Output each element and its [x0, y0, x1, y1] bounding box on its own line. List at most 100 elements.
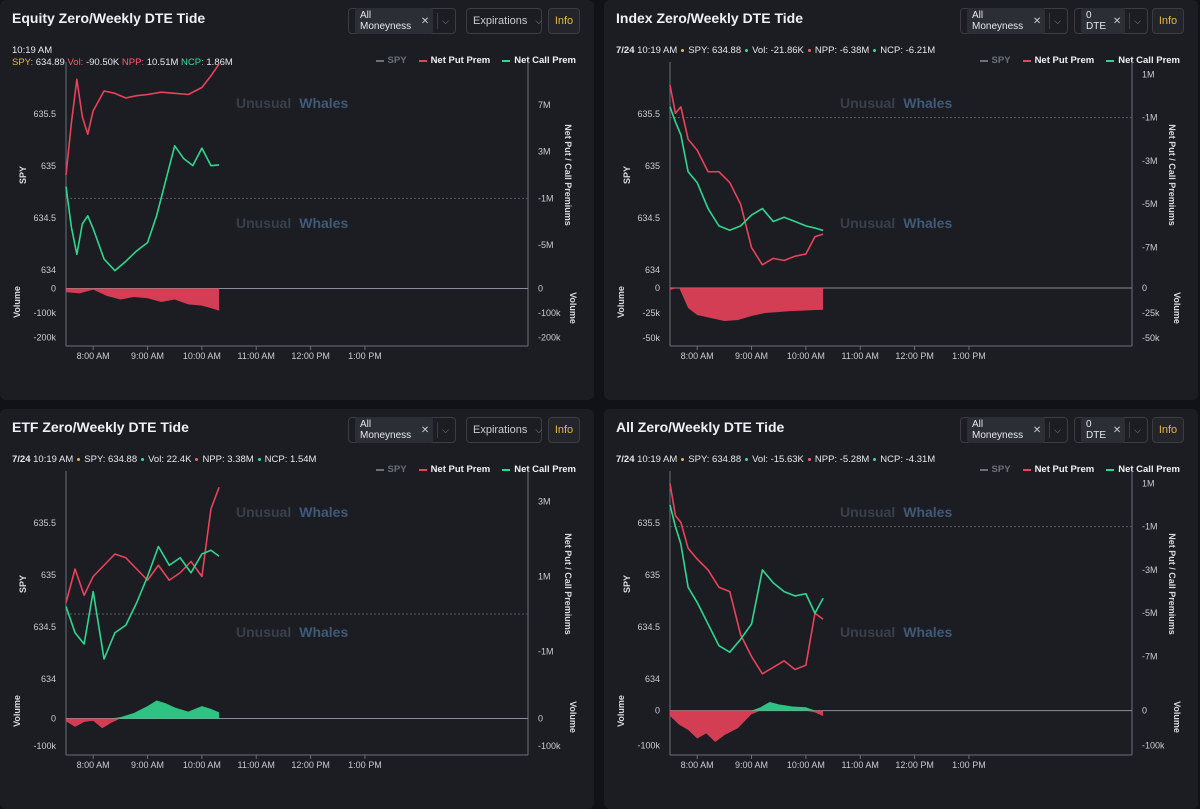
premium-tick-label: -7M: [1142, 652, 1158, 662]
select-divider: [1049, 13, 1051, 29]
legend-put[interactable]: Net Put Prem: [1022, 464, 1094, 475]
stats-time: 10:19 AM: [637, 45, 678, 56]
time-tick-label: 12:00 PM: [895, 760, 934, 770]
moneyness-chip[interactable]: All Moneyness ✕: [967, 8, 1046, 34]
dot-icon: [681, 457, 685, 461]
volume-tick-label: 0: [51, 283, 56, 293]
chevron-down-icon[interactable]: ⌵: [535, 424, 543, 435]
close-icon[interactable]: ✕: [1032, 15, 1042, 27]
chevron-down-icon[interactable]: ⌵: [442, 15, 449, 26]
expiration-select[interactable]: Expirations ⌵: [466, 417, 542, 443]
chevron-down-icon[interactable]: ⌵: [1134, 15, 1141, 26]
moneyness-chip[interactable]: All Moneyness ✕: [355, 8, 434, 34]
expiration-select[interactable]: Expirations ⌵: [466, 8, 542, 34]
expiry-chip[interactable]: 0 DTE ✕: [1081, 8, 1126, 34]
net-call-prem-line: [65, 145, 220, 272]
moneyness-select[interactable]: All Moneyness ✕ ⌵: [960, 417, 1068, 443]
time-tick-label: 9:00 AM: [131, 760, 164, 770]
info-button[interactable]: Info: [1152, 8, 1184, 34]
premium-tick-label: 7M: [538, 100, 551, 110]
legend-call[interactable]: Net Call Prem: [502, 464, 576, 475]
moneyness-chip[interactable]: All Moneyness ✕: [967, 417, 1046, 443]
legend-call[interactable]: Net Call Prem: [1106, 55, 1180, 66]
dot-icon: [873, 457, 877, 461]
legend-call[interactable]: Net Call Prem: [502, 55, 576, 66]
dot-icon: [745, 48, 749, 52]
volume-axis-label-right: Volume: [1172, 292, 1182, 324]
time-tick-label: 10:00 AM: [787, 351, 825, 361]
time-tick-label: 12:00 PM: [895, 351, 934, 361]
stats-time: 10:19 AM: [33, 454, 74, 465]
chart-legend: SPY Net Put Prem Net Call Prem: [375, 464, 576, 475]
legend-call-label: Net Call Prem: [514, 464, 576, 475]
stat-vol: -15.63K: [770, 454, 804, 465]
premium-tick-label: -1M: [1142, 113, 1158, 123]
legend-spy[interactable]: SPY: [979, 55, 1011, 66]
spy-tick-label: 634.5: [637, 213, 660, 223]
moneyness-select[interactable]: All Moneyness ✕ ⌵: [348, 8, 456, 34]
legend-put[interactable]: Net Put Prem: [1022, 55, 1095, 66]
chevron-down-icon[interactable]: ⌵: [1054, 424, 1061, 435]
volume-area-positive: [66, 700, 220, 719]
info-button[interactable]: Info: [1152, 417, 1184, 443]
volume-axis-label: Volume: [616, 695, 626, 727]
expiry-label: Expirations: [473, 15, 528, 27]
select-divider: [1049, 422, 1051, 438]
time-tick-label: 8:00 AM: [77, 760, 110, 770]
chevron-down-icon[interactable]: ⌵: [442, 424, 449, 435]
legend-put[interactable]: Net Put Prem: [418, 464, 490, 475]
volume-area-negative: [66, 718, 220, 729]
legend-spy[interactable]: SPY: [979, 464, 1011, 475]
stats-time: 10:19 AM: [12, 45, 53, 56]
select-divider: [437, 422, 439, 438]
stat-vol: -90.50K: [85, 57, 120, 68]
info-button[interactable]: Info: [548, 8, 580, 34]
spy-tick-label: 635: [645, 161, 660, 171]
panel-index-tide: Index Zero/Weekly DTE Tide All Moneyness…: [604, 0, 1198, 400]
dot-icon: [873, 48, 877, 52]
legend-put[interactable]: Net Put Prem: [418, 55, 490, 66]
info-button[interactable]: Info: [548, 417, 580, 443]
legend-call[interactable]: Net Call Prem: [1106, 464, 1180, 475]
spy-tick-label: 635: [41, 570, 56, 580]
legend-spy[interactable]: SPY: [375, 55, 407, 66]
premium-tick-label: -1M: [1142, 522, 1158, 532]
time-tick-label: 1:00 PM: [952, 351, 986, 361]
close-icon[interactable]: ✕: [1112, 15, 1122, 27]
close-icon[interactable]: ✕: [420, 424, 430, 436]
premium-tick-label: -5M: [1142, 199, 1158, 209]
watermark-right: Whales: [903, 95, 952, 111]
watermark-text: Unusual Whales: [236, 624, 348, 640]
premium-tick-label: 1M: [1142, 69, 1155, 79]
watermark-text: Unusual Whales: [236, 95, 348, 111]
moneyness-select[interactable]: All Moneyness ✕ ⌵: [348, 417, 456, 443]
time-tick-label: 1:00 PM: [348, 760, 382, 770]
net-call-prem-line: [669, 504, 824, 653]
close-icon[interactable]: ✕: [1032, 424, 1042, 436]
legend-spy-label: SPY: [991, 55, 1011, 66]
close-icon[interactable]: ✕: [1112, 424, 1122, 436]
expiry-label: 0 DTE: [1086, 10, 1106, 32]
watermark-left: Unusual: [840, 95, 895, 111]
stat-ncp: 1.86M: [206, 57, 233, 68]
expiration-select[interactable]: 0 DTE ✕ ⌵: [1074, 8, 1148, 34]
tide-chart: Unusual Whales Unusual Whales 635.5 635 634.5 6…: [12, 471, 578, 770]
expiry-chip[interactable]: 0 DTE ✕: [1081, 417, 1126, 443]
chevron-down-icon[interactable]: ⌵: [1134, 424, 1141, 435]
expiration-select[interactable]: 0 DTE ✕ ⌵: [1074, 417, 1148, 443]
volume-axis-label: Volume: [12, 695, 22, 727]
dot-icon: [257, 457, 261, 461]
spy-tick-label: 635.5: [33, 518, 56, 528]
stat-spy: 634.88: [712, 454, 742, 465]
chevron-down-icon[interactable]: ⌵: [1054, 15, 1061, 26]
stat-npp-label: NPP:: [121, 57, 145, 68]
volume-axis-label: Volume: [616, 286, 626, 318]
watermark-left: Unusual: [236, 504, 291, 520]
chevron-down-icon[interactable]: ⌵: [535, 15, 543, 26]
moneyness-chip[interactable]: All Moneyness ✕: [355, 417, 434, 443]
moneyness-select[interactable]: All Moneyness ✕ ⌵: [960, 8, 1068, 34]
close-icon[interactable]: ✕: [420, 15, 430, 27]
legend-spy[interactable]: SPY: [375, 464, 407, 475]
legend-put-label: Net Put Prem: [1034, 55, 1095, 66]
spy-tick-label: 634: [645, 265, 660, 275]
